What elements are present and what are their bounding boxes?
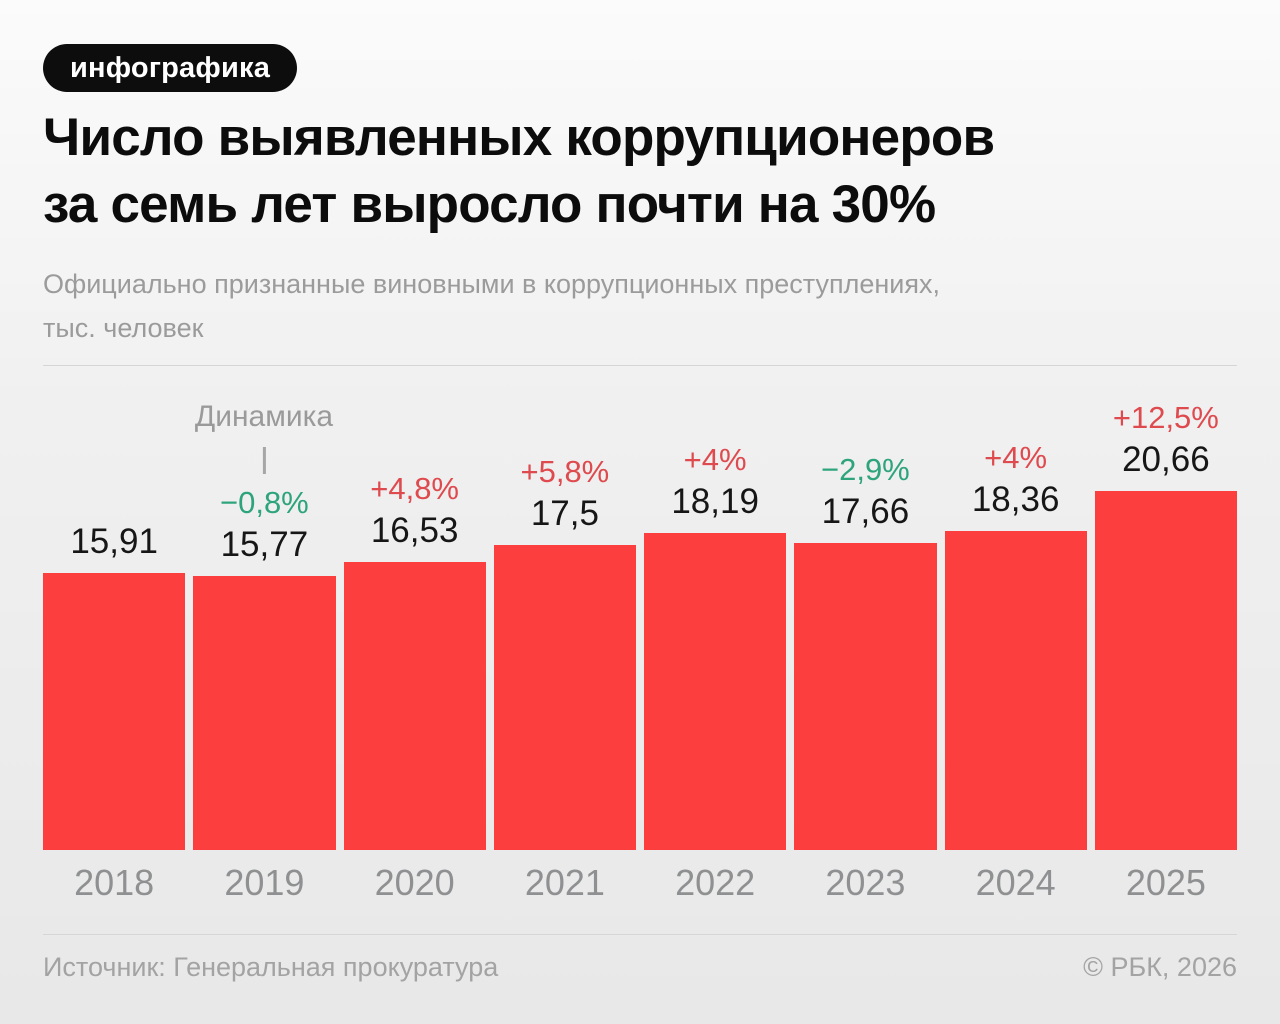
x-axis-label-2025: 2025 [1125, 862, 1206, 903]
change-label-2022: +4% [683, 442, 747, 477]
dynamics-annotation: Динамика [195, 400, 333, 474]
x-axis-label-2022: 2022 [675, 862, 756, 903]
copyright-label: © РБК, 2026 [1083, 952, 1237, 982]
bar-column-2024: +4% 18,36 [944, 380, 1087, 850]
change-label-2020: +4,8% [370, 471, 459, 506]
value-label-2019: 15,77 [220, 525, 309, 564]
source-label: Источник: Генеральная прокуратура [43, 952, 499, 982]
change-label-2019: −0,8% [219, 485, 309, 520]
chart-subtitle-line2: тыс. человек [43, 313, 204, 343]
bar-column-2018: 15,91 [43, 380, 186, 850]
bar-2023 [794, 543, 937, 850]
chart-subtitle-line1: Официально признанные виновными в корруп… [43, 269, 940, 299]
value-label-2021: 17,5 [530, 494, 599, 533]
chart-subtitle: Официально признанные виновными в корруп… [43, 262, 1163, 350]
bar-column-2020: +4,8% 16,53 [343, 380, 486, 850]
bottom-divider [43, 934, 1237, 935]
bars-container: 15,91 −0,8% 15,77 +4,8% 16,53 +5,8% 17,5 +4% 18,… [43, 380, 1237, 850]
bar-2024 [944, 531, 1087, 850]
infographic-badge: инфографика [43, 44, 298, 92]
change-label-2024: +4% [984, 440, 1048, 475]
change-label-2023: −2,9% [820, 452, 910, 487]
bar-2018 [43, 573, 186, 850]
bar-column-2021: +5,8% 17,5 [493, 380, 636, 850]
bar-column-2019: −0,8% 15,77 [193, 380, 336, 850]
bar-column-2023: −2,9% 17,66 [794, 380, 937, 850]
bar-column-2022: +4% 18,19 [644, 380, 787, 850]
bar-column-2025: +12,5% 20,66 [1094, 380, 1237, 850]
change-label-2025: +12,5% [1112, 400, 1219, 435]
value-label-2018: 15,91 [70, 522, 158, 561]
top-divider [43, 365, 1237, 366]
value-label-2024: 18,36 [971, 480, 1060, 519]
change-label-2021: +5,8% [520, 454, 610, 489]
bar-2019 [193, 576, 336, 850]
page-title-line1: Число выявленных коррупционеров [43, 108, 995, 167]
x-axis-label-2023: 2023 [825, 862, 906, 903]
bar-2022 [644, 533, 787, 850]
bar-2020 [343, 562, 486, 850]
value-label-2023: 17,66 [821, 492, 910, 531]
x-axis-label-2020: 2020 [374, 862, 455, 903]
x-axis-label-2021: 2021 [524, 862, 605, 903]
bar-2021 [493, 545, 636, 850]
value-label-2025: 20,66 [1122, 440, 1210, 479]
x-axis-labels: 2018 2019 2020 2021 2022 2023 2024 2025 [43, 862, 1237, 904]
page-title: Число выявленных коррупционеров за семь … [43, 104, 1143, 238]
infographic-badge-label: инфографика [70, 51, 271, 84]
value-label-2022: 18,19 [671, 482, 759, 521]
bar-2025 [1094, 491, 1237, 850]
dynamics-annotation-pointer [262, 447, 266, 474]
bar-chart: Динамика 15,91 −0,8% 15,77 +4,8% 16,53 +5,8% 1… [43, 380, 1237, 903]
footer: Источник: Генеральная прокуратура © РБК,… [43, 952, 1237, 983]
page-title-line2: за семь лет выросло почти на 30% [43, 175, 936, 234]
x-axis-label-2019: 2019 [224, 862, 305, 903]
x-axis-label-2024: 2024 [975, 862, 1056, 903]
x-axis-label-2018: 2018 [74, 862, 155, 903]
value-label-2020: 16,53 [370, 511, 459, 550]
dynamics-annotation-label: Динамика [194, 400, 334, 433]
